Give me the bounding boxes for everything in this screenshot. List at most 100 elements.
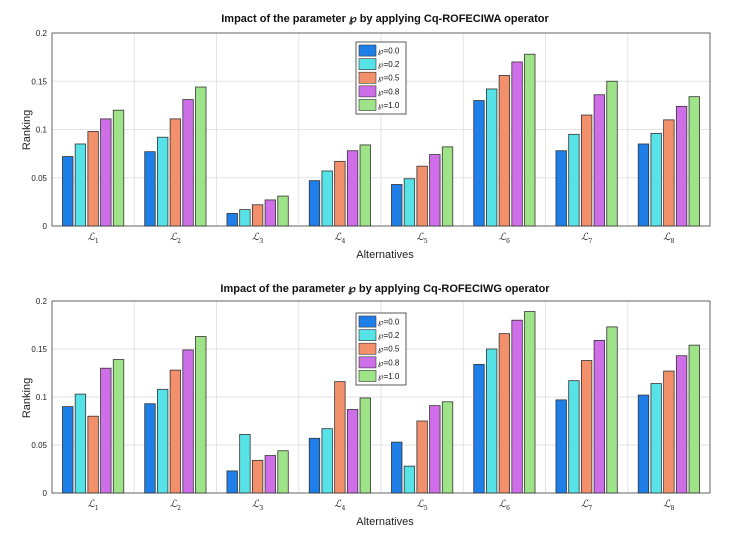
bar-ℒ5-℘=0.0 (391, 441, 403, 494)
bar-ℒ6-℘=0.5 (498, 333, 511, 494)
bar-ℒ8-℘=1.0 (688, 96, 700, 227)
legend-label: ℘=0.8 (378, 87, 400, 96)
y-tick-label: 0.05 (31, 441, 47, 450)
bar-ℒ1-℘=0.0 (62, 156, 74, 227)
x-tick-label: ℒ8 (663, 499, 674, 512)
x-tick-label: ℒ3 (252, 499, 263, 512)
legend-label: ℘=0.0 (378, 47, 400, 56)
x-tick-label: ℒ3 (252, 232, 263, 245)
bar-ℒ8-℘=0.8 (675, 105, 688, 227)
bar-ℒ6-℘=0.8 (511, 61, 523, 227)
bar-ℒ8-℘=0.5 (663, 370, 675, 494)
y-tick-label: 0.1 (36, 126, 48, 135)
bar-ℒ3-℘=1.0 (277, 195, 289, 227)
y-tick-label: 0.1 (36, 393, 48, 402)
bar-ℒ6-℘=0.2 (486, 348, 498, 494)
bar-ℒ2-℘=0.2 (157, 388, 169, 494)
x-tick-label: ℒ8 (663, 232, 674, 245)
series-3 (100, 61, 688, 227)
bar-ℒ3-℘=0.0 (226, 213, 238, 227)
bar-ℒ2-℘=0.5 (169, 369, 182, 494)
bar-ℒ4-℘=0.2 (321, 428, 333, 494)
bar-ℒ5-℘=0.5 (416, 165, 428, 227)
bar-ℒ3-℘=0.8 (264, 455, 276, 494)
series-1 (74, 88, 662, 227)
bar-ℒ8-℘=0.0 (637, 143, 650, 227)
series-2 (87, 333, 675, 494)
bar-ℒ6-℘=1.0 (524, 311, 536, 494)
bar-ℒ7-℘=0.0 (555, 150, 567, 227)
bar-ℒ7-℘=1.0 (606, 326, 618, 494)
bar-ℒ4-℘=0.8 (346, 409, 359, 494)
bar-ℒ3-℘=0.2 (239, 434, 251, 494)
bar-ℒ8-℘=0.2 (650, 132, 662, 227)
legend-swatch (358, 370, 377, 382)
legend: ℘=0.0 ℘=0.2 ℘=0.5 ℘=0.8 ℘=1.0 (355, 312, 407, 386)
x-axis-label: Alternatives (356, 516, 414, 528)
chart-title: Impact of the parameter ℘ by applying Cq… (220, 283, 550, 295)
legend: ℘=0.0 ℘=0.2 ℘=0.5 ℘=0.8 ℘=1.0 (355, 41, 407, 115)
series-2 (87, 75, 675, 227)
x-tick-label: ℒ2 (170, 499, 181, 512)
bar-ℒ8-℘=0.5 (663, 119, 675, 227)
series-1 (74, 348, 662, 494)
legend-label: ℘=0.8 (378, 358, 400, 367)
y-tick-label: 0.15 (31, 77, 47, 86)
bar-ℒ1-℘=1.0 (112, 109, 125, 227)
legend-swatch (358, 85, 377, 98)
bar-ℒ2-℘=0.0 (144, 403, 156, 494)
legend-swatch (358, 44, 377, 57)
legend-label: ℘=1.0 (378, 372, 400, 381)
y-tick-label: 0 (43, 222, 48, 231)
bar-ℒ7-℘=0.2 (568, 133, 580, 227)
bar-ℒ3-℘=0.2 (239, 209, 251, 227)
legend-swatch (358, 329, 377, 341)
legend-label: ℘=0.0 (378, 318, 400, 327)
bar-ℒ2-℘=0.8 (182, 99, 194, 227)
bar-ℒ6-℘=0.8 (511, 319, 523, 494)
bar-ℒ4-℘=0.0 (308, 180, 321, 227)
bar-ℒ6-℘=1.0 (524, 53, 536, 227)
y-tick-label: 0.2 (36, 297, 48, 306)
bar-ℒ3-℘=1.0 (277, 450, 289, 494)
x-tick-label: ℒ5 (417, 232, 428, 245)
bar-ℒ6-℘=0.0 (473, 100, 485, 227)
x-tick-label: ℒ1 (88, 499, 99, 512)
x-tick-label: ℒ4 (334, 232, 345, 245)
bar-ℒ3-℘=0.8 (264, 199, 276, 227)
chart-cq-rofeciwa: Impact of the parameter ℘ by applying Cq… (21, 13, 711, 261)
bar-ℒ4-℘=0.5 (334, 381, 346, 494)
legend-label: ℘=0.2 (378, 331, 400, 340)
bar-ℒ1-℘=0.2 (74, 143, 87, 227)
legend-label: ℘=0.5 (378, 345, 400, 354)
legend-swatch (358, 315, 377, 328)
legend-swatch (358, 99, 377, 111)
bar-ℒ3-℘=0.5 (251, 204, 264, 227)
legend-swatch (358, 71, 377, 84)
bar-ℒ5-℘=1.0 (441, 401, 454, 494)
x-tick-label: ℒ7 (581, 232, 592, 245)
bar-ℒ4-℘=0.5 (334, 160, 346, 227)
bar-ℒ6-℘=0.2 (486, 88, 498, 227)
x-tick-label: ℒ2 (170, 232, 181, 245)
bar-ℒ2-℘=0.2 (157, 136, 169, 227)
bar-ℒ5-℘=0.2 (403, 178, 416, 227)
bar-ℒ1-℘=0.0 (62, 406, 74, 494)
x-tick-label: ℒ5 (417, 499, 428, 512)
bar-ℒ7-℘=0.5 (580, 360, 593, 494)
bar-ℒ8-℘=0.2 (650, 383, 662, 494)
bar-ℒ5-℘=0.5 (416, 420, 428, 494)
bar-ℒ7-℘=1.0 (606, 80, 618, 227)
bar-ℒ1-℘=0.8 (100, 367, 112, 494)
bar-ℒ2-℘=0.5 (169, 118, 182, 227)
y-tick-label: 0.2 (36, 29, 48, 38)
bar-ℒ4-℘=0.2 (321, 170, 333, 227)
bar-ℒ4-℘=1.0 (359, 397, 371, 494)
bar-ℒ2-℘=1.0 (195, 86, 207, 227)
bar-ℒ8-℘=1.0 (688, 344, 700, 494)
legend-swatch (358, 342, 377, 355)
chart-title: Impact of the parameter ℘ by applying Cq… (221, 13, 549, 25)
y-tick-label: 0 (43, 489, 48, 498)
series-0 (62, 100, 650, 227)
